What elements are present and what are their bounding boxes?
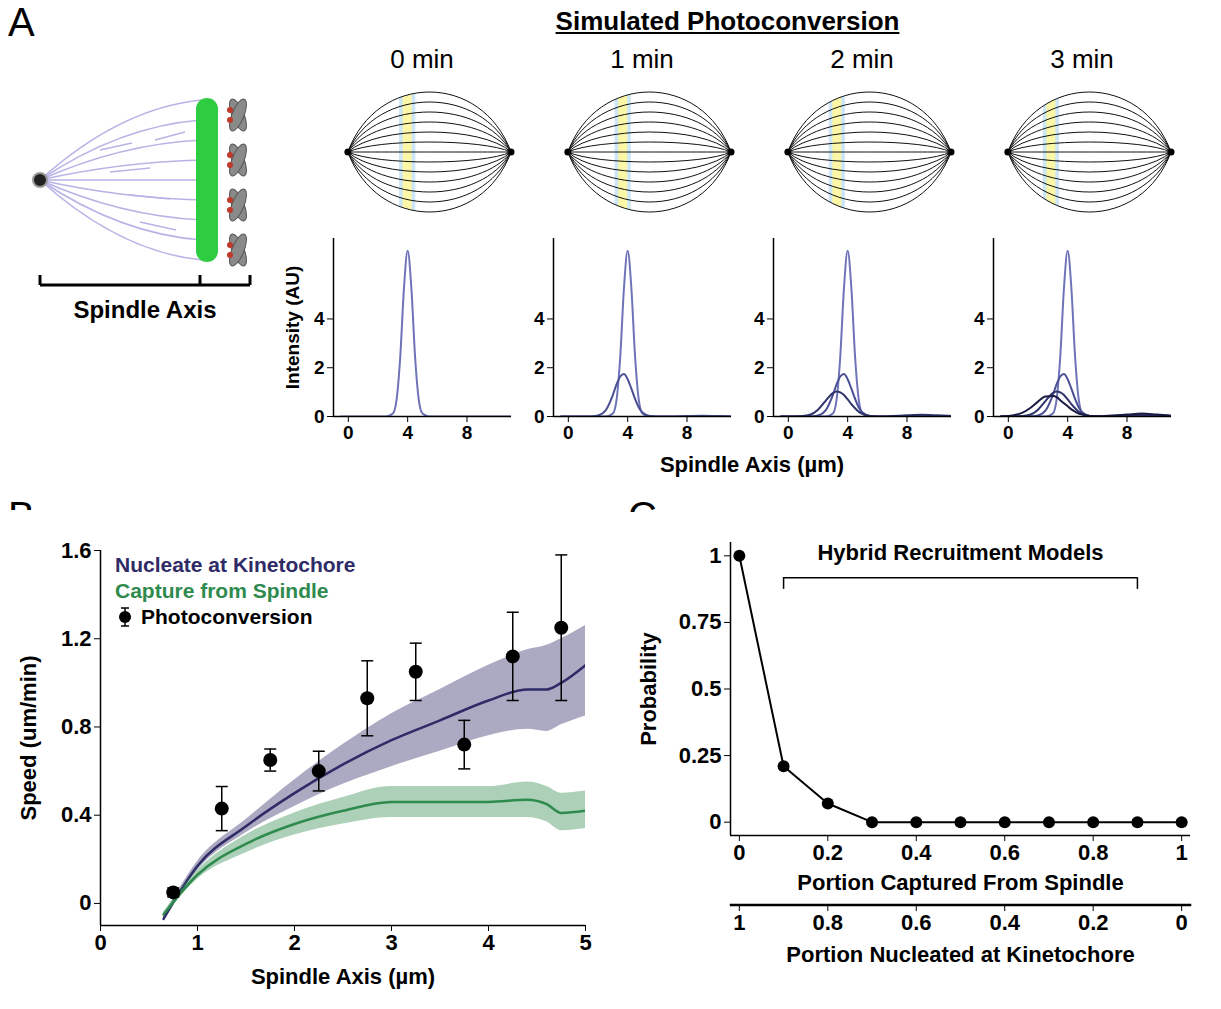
svg-text:0.75: 0.75 (679, 609, 722, 634)
svg-text:2: 2 (974, 357, 985, 378)
svg-text:Speed (um/min): Speed (um/min) (16, 655, 41, 820)
html-text:0 min: 0 min (390, 44, 454, 74)
svg-text:0.8: 0.8 (1078, 840, 1109, 865)
svg-text:0.2: 0.2 (1078, 910, 1109, 935)
svg-text:0.6: 0.6 (989, 840, 1020, 865)
svg-text:4: 4 (754, 308, 765, 329)
svg-text:1.6: 1.6 (61, 538, 92, 563)
svg-text:0.5: 0.5 (691, 676, 722, 701)
svg-text:3: 3 (385, 930, 397, 955)
svg-text:0.25: 0.25 (679, 743, 722, 768)
svg-text:0: 0 (79, 890, 91, 915)
svg-text:4: 4 (842, 422, 853, 443)
svg-text:0: 0 (94, 930, 106, 955)
svg-text:0: 0 (754, 406, 765, 427)
svg-text:0.8: 0.8 (61, 714, 92, 739)
svg-text:0: 0 (733, 840, 745, 865)
svg-text:2: 2 (754, 357, 765, 378)
svg-text:1: 1 (733, 910, 745, 935)
svg-text:4: 4 (482, 930, 495, 955)
svg-text:0.8: 0.8 (813, 910, 844, 935)
html-text:C: C (628, 494, 657, 538)
html-text:Spindle Axis (µm): Spindle Axis (µm) (659, 452, 845, 477)
svg-text:0: 0 (709, 809, 721, 834)
html-text:2 min: 2 min (830, 44, 894, 74)
svg-text:Spindle Axis: Spindle Axis (73, 296, 216, 323)
svg-text:0.4: 0.4 (901, 840, 932, 865)
html-text:1 min: 1 min (610, 44, 674, 74)
svg-text:1.2: 1.2 (61, 626, 92, 651)
svg-text:Spindle Axis (µm): Spindle Axis (µm) (251, 964, 435, 989)
html-text:3 min: 3 min (1050, 44, 1114, 74)
svg-text:8: 8 (902, 422, 913, 443)
svg-text:8: 8 (682, 422, 693, 443)
html-text:Simulated Photoconversion: Simulated Photoconversion (555, 6, 900, 36)
svg-text:4: 4 (622, 422, 633, 443)
svg-text:4: 4 (974, 308, 985, 329)
svg-text:0.2: 0.2 (813, 840, 844, 865)
svg-text:2: 2 (534, 357, 545, 378)
svg-text:1: 1 (191, 930, 203, 955)
svg-text:0: 0 (1003, 422, 1014, 443)
html-text:B: B (8, 494, 35, 538)
svg-text:Hybrid Recruitment Models: Hybrid Recruitment Models (817, 540, 1103, 565)
svg-text:4: 4 (314, 308, 325, 329)
svg-text:8: 8 (1122, 422, 1133, 443)
svg-text:0.4: 0.4 (989, 910, 1020, 935)
svg-text:0: 0 (343, 422, 354, 443)
svg-text:4: 4 (1062, 422, 1073, 443)
svg-text:0: 0 (1176, 910, 1188, 935)
svg-text:8: 8 (462, 422, 473, 443)
svg-text:0: 0 (563, 422, 574, 443)
svg-text:5: 5 (579, 930, 591, 955)
html-text:Photoconversion: Photoconversion (141, 605, 313, 628)
svg-text:0: 0 (534, 406, 545, 427)
html-text:Nucleate at Kinetochore: Nucleate at Kinetochore (115, 553, 356, 576)
svg-text:4: 4 (534, 308, 545, 329)
svg-text:Intensity (AU): Intensity (AU) (282, 266, 303, 390)
svg-text:2: 2 (288, 930, 300, 955)
html-text:A: A (8, 0, 35, 44)
svg-text:0: 0 (783, 422, 794, 443)
html-text:Capture from Spindle: Capture from Spindle (115, 579, 329, 602)
svg-text:0.6: 0.6 (901, 910, 932, 935)
svg-text:4: 4 (402, 422, 413, 443)
svg-text:1: 1 (709, 543, 721, 568)
svg-text:0: 0 (314, 406, 325, 427)
svg-text:Probability: Probability (636, 631, 661, 745)
svg-text:1: 1 (1176, 840, 1188, 865)
svg-text:Portion Captured From Spindle: Portion Captured From Spindle (797, 870, 1123, 895)
svg-text:2: 2 (314, 357, 325, 378)
svg-text:0: 0 (974, 406, 985, 427)
svg-text:0.4: 0.4 (61, 802, 92, 827)
svg-text:Portion Nucleated at Kinetocho: Portion Nucleated at Kinetochore (786, 942, 1134, 967)
